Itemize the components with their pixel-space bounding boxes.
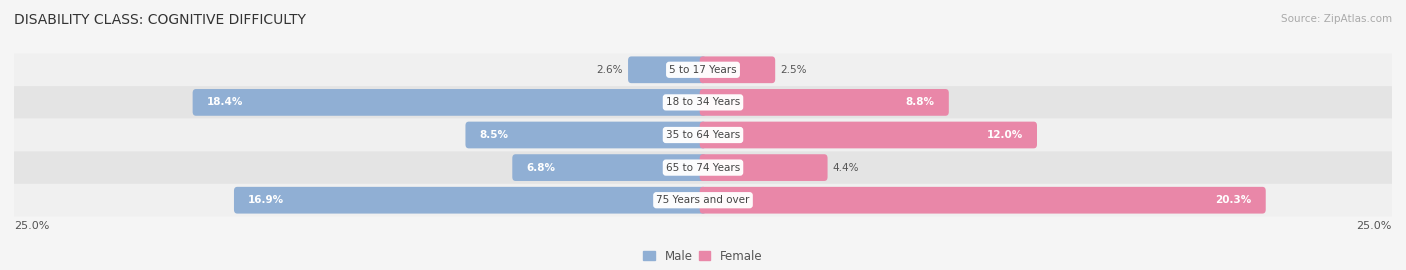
Text: 4.4%: 4.4% [832, 163, 859, 173]
FancyBboxPatch shape [193, 89, 706, 116]
FancyBboxPatch shape [700, 56, 775, 83]
Text: 2.5%: 2.5% [780, 65, 807, 75]
Text: 75 Years and over: 75 Years and over [657, 195, 749, 205]
Text: 18.4%: 18.4% [207, 97, 243, 107]
FancyBboxPatch shape [14, 151, 1392, 184]
FancyBboxPatch shape [233, 187, 706, 214]
FancyBboxPatch shape [700, 122, 1038, 148]
FancyBboxPatch shape [14, 53, 1392, 86]
Text: 18 to 34 Years: 18 to 34 Years [666, 97, 740, 107]
Text: 8.5%: 8.5% [479, 130, 509, 140]
Text: 25.0%: 25.0% [1357, 221, 1392, 231]
FancyBboxPatch shape [700, 89, 949, 116]
Text: 5 to 17 Years: 5 to 17 Years [669, 65, 737, 75]
Text: 25.0%: 25.0% [14, 221, 49, 231]
Text: 16.9%: 16.9% [249, 195, 284, 205]
Text: 2.6%: 2.6% [596, 65, 623, 75]
FancyBboxPatch shape [700, 187, 1265, 214]
Text: 8.8%: 8.8% [905, 97, 935, 107]
Text: 65 to 74 Years: 65 to 74 Years [666, 163, 740, 173]
Text: DISABILITY CLASS: COGNITIVE DIFFICULTY: DISABILITY CLASS: COGNITIVE DIFFICULTY [14, 14, 307, 28]
Text: 6.8%: 6.8% [527, 163, 555, 173]
Text: 35 to 64 Years: 35 to 64 Years [666, 130, 740, 140]
FancyBboxPatch shape [14, 119, 1392, 151]
FancyBboxPatch shape [14, 86, 1392, 119]
FancyBboxPatch shape [700, 154, 828, 181]
Legend: Male, Female: Male, Female [638, 245, 768, 267]
Text: 20.3%: 20.3% [1215, 195, 1251, 205]
FancyBboxPatch shape [14, 184, 1392, 217]
FancyBboxPatch shape [628, 56, 706, 83]
FancyBboxPatch shape [465, 122, 706, 148]
FancyBboxPatch shape [512, 154, 706, 181]
Text: 12.0%: 12.0% [987, 130, 1022, 140]
Text: Source: ZipAtlas.com: Source: ZipAtlas.com [1281, 14, 1392, 23]
